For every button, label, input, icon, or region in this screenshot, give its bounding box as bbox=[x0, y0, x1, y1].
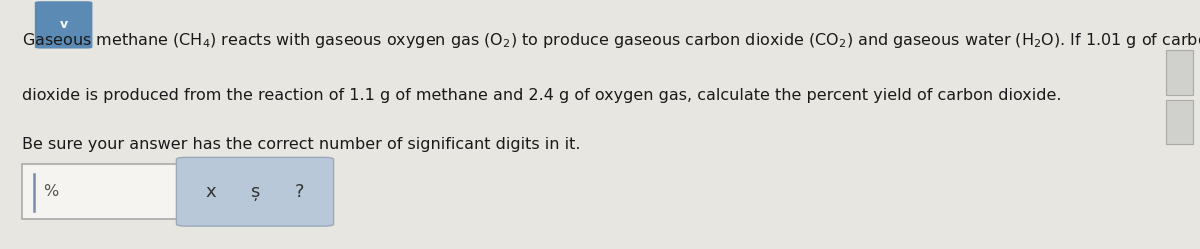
Text: dioxide is produced from the reaction of 1.1 g of methane and 2.4 g of oxygen ga: dioxide is produced from the reaction of… bbox=[22, 88, 1061, 103]
FancyBboxPatch shape bbox=[1166, 100, 1193, 144]
FancyBboxPatch shape bbox=[1166, 50, 1193, 95]
Text: Gaseous methane $\left(\mathregular{CH_4}\right)$ reacts with gaseous oxygen gas: Gaseous methane $\left(\mathregular{CH_4… bbox=[22, 31, 1200, 50]
Text: v: v bbox=[60, 18, 67, 31]
Text: x: x bbox=[205, 183, 216, 201]
FancyBboxPatch shape bbox=[22, 164, 178, 219]
FancyBboxPatch shape bbox=[176, 157, 334, 226]
Text: ?: ? bbox=[294, 183, 304, 201]
Text: ș: ș bbox=[251, 183, 259, 201]
FancyBboxPatch shape bbox=[35, 1, 92, 49]
Text: %: % bbox=[43, 184, 59, 199]
Text: Be sure your answer has the correct number of significant digits in it.: Be sure your answer has the correct numb… bbox=[22, 137, 580, 152]
